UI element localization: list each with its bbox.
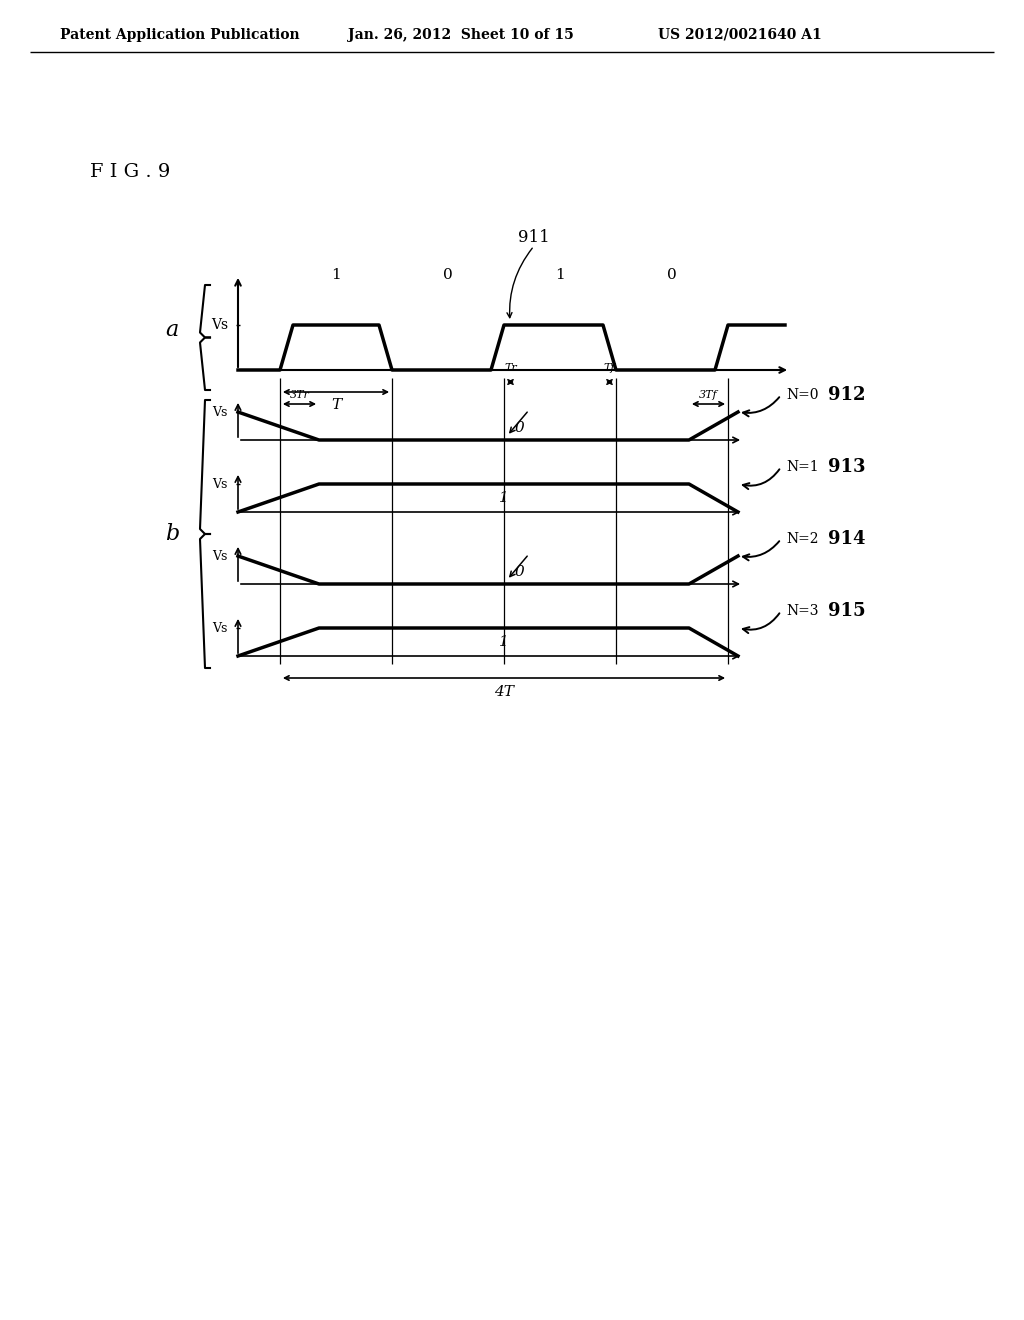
Text: Patent Application Publication: Patent Application Publication <box>60 28 300 42</box>
Text: N=1: N=1 <box>786 459 818 474</box>
Text: 1: 1 <box>331 268 341 282</box>
Text: N=3: N=3 <box>786 605 818 618</box>
Text: US 2012/0021640 A1: US 2012/0021640 A1 <box>658 28 821 42</box>
Text: 915: 915 <box>828 602 865 620</box>
Text: F I G . 9: F I G . 9 <box>90 162 170 181</box>
Text: b: b <box>165 523 179 545</box>
Text: 1: 1 <box>499 491 509 506</box>
Text: Tf: Tf <box>604 363 615 374</box>
Text: 0: 0 <box>514 421 524 436</box>
Text: Vs: Vs <box>213 405 228 418</box>
Text: N=0: N=0 <box>786 388 818 403</box>
Text: 3Tr: 3Tr <box>290 389 309 400</box>
Text: Jan. 26, 2012  Sheet 10 of 15: Jan. 26, 2012 Sheet 10 of 15 <box>348 28 573 42</box>
Text: 914: 914 <box>828 531 865 548</box>
Text: Vs: Vs <box>213 478 228 491</box>
Text: 0: 0 <box>667 268 677 282</box>
Text: a: a <box>165 319 178 341</box>
Text: 913: 913 <box>828 458 865 477</box>
Text: Vs: Vs <box>213 549 228 562</box>
Text: Vs: Vs <box>213 622 228 635</box>
Text: 0: 0 <box>514 565 524 579</box>
Text: N=2: N=2 <box>786 532 818 546</box>
Text: Vs: Vs <box>211 318 228 333</box>
Text: 1: 1 <box>499 635 509 649</box>
Text: 3Tf: 3Tf <box>699 389 718 400</box>
Text: 1: 1 <box>555 268 565 282</box>
Text: Tr: Tr <box>504 363 517 374</box>
Text: 0: 0 <box>443 268 453 282</box>
Text: 911: 911 <box>518 230 550 247</box>
Text: 4T: 4T <box>494 685 514 700</box>
Text: T: T <box>331 399 341 412</box>
Text: 912: 912 <box>828 385 865 404</box>
